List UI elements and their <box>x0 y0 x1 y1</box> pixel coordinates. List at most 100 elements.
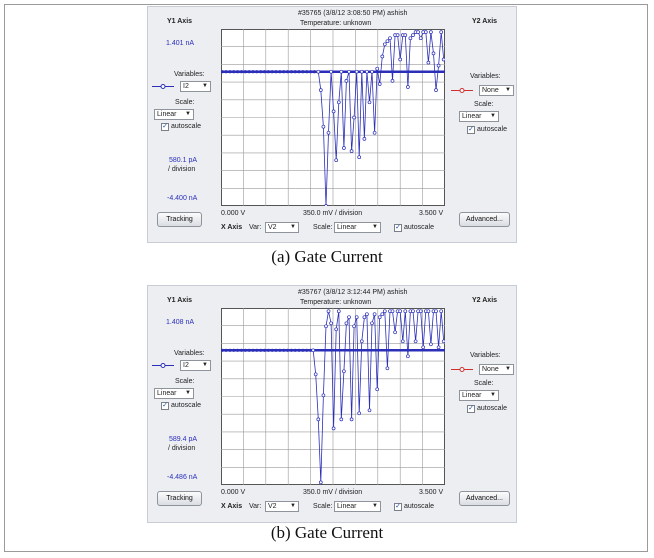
data-point <box>316 417 321 422</box>
y2-variable-select[interactable]: None ▼ <box>479 364 514 375</box>
data-point <box>362 137 367 141</box>
y1-division-label: / division <box>168 166 196 173</box>
tracking-button[interactable]: Tracking <box>157 491 202 506</box>
y2-scale-select[interactable]: Linear ▼ <box>459 390 499 401</box>
baseline-marker <box>255 348 259 352</box>
baseline-marker <box>220 348 224 352</box>
chevron-down-icon: ▼ <box>202 83 208 89</box>
baseline-marker <box>286 70 290 74</box>
x-var-select[interactable]: V2 ▼ <box>265 501 299 512</box>
data-point <box>334 327 339 332</box>
data-point <box>408 36 413 41</box>
data-point <box>416 30 420 34</box>
y2-autoscale-checkbox[interactable]: ✓ <box>467 126 475 134</box>
data-point <box>326 130 331 135</box>
x-scale-select[interactable]: Linear ▼ <box>334 501 381 512</box>
y2-autoscale-label: autoscale <box>477 126 507 133</box>
baseline-marker <box>301 348 305 352</box>
data-point <box>400 339 405 344</box>
baseline-marker <box>259 70 263 74</box>
data-point <box>398 57 403 62</box>
y2-variable-select[interactable]: None ▼ <box>479 85 514 96</box>
tracking-button[interactable]: Tracking <box>157 212 202 227</box>
x-min-value: 0.000 V <box>221 210 246 217</box>
baseline-marker <box>312 70 316 74</box>
y2-autoscale-checkbox[interactable]: ✓ <box>467 405 475 413</box>
y1-autoscale-checkbox[interactable]: ✓ <box>161 402 169 410</box>
x-var-select[interactable]: V2 ▼ <box>265 222 299 233</box>
baseline-marker <box>309 348 313 352</box>
data-point <box>362 315 367 320</box>
baseline-marker <box>286 348 290 352</box>
data-point <box>403 33 408 37</box>
advanced-button[interactable]: Advanced... <box>459 491 510 506</box>
figure-frame <box>4 4 648 552</box>
baseline-marker <box>266 348 270 352</box>
data-point <box>329 321 333 326</box>
data-point <box>347 69 351 74</box>
baseline-marker <box>301 70 305 74</box>
x-var-label: Var: <box>249 503 262 510</box>
x-per-division-value: 350.0 mV / division <box>303 489 363 496</box>
data-point <box>375 66 380 71</box>
baseline-marker <box>224 348 228 352</box>
data-point <box>357 155 362 160</box>
baseline-marker <box>274 70 278 74</box>
y1-variable-select[interactable]: I2 ▼ <box>180 81 211 92</box>
data-point <box>439 30 444 34</box>
y1-division-label: / division <box>168 445 196 452</box>
x-scale-select[interactable]: Linear ▼ <box>334 222 381 233</box>
y1-variable-select[interactable]: I2 ▼ <box>180 360 211 371</box>
x-autoscale-checkbox[interactable]: ✓ <box>394 224 402 232</box>
data-point <box>326 309 331 314</box>
baseline-marker <box>247 348 251 352</box>
data-point <box>372 130 377 135</box>
data-point <box>377 315 382 320</box>
y1-autoscale-checkbox[interactable]: ✓ <box>161 123 169 131</box>
data-point <box>388 36 392 41</box>
data-point <box>441 57 446 62</box>
x-autoscale-label: autoscale <box>404 503 434 510</box>
baseline-marker <box>255 70 259 74</box>
y1-scale-select[interactable]: Linear ▼ <box>154 388 194 399</box>
baseline-marker <box>228 70 232 74</box>
data-point <box>365 69 369 74</box>
x-autoscale-checkbox[interactable]: ✓ <box>394 503 402 511</box>
data-point <box>439 309 444 314</box>
data-point <box>382 42 387 47</box>
chevron-down-icon: ▼ <box>290 503 296 509</box>
y1-scale-select[interactable]: Linear ▼ <box>154 109 194 120</box>
data-point <box>382 309 387 314</box>
y1-scale-label: Scale: <box>175 99 195 106</box>
data-point <box>316 69 321 74</box>
x-min-value: 0.000 V <box>221 489 246 496</box>
data-point <box>367 408 372 413</box>
y2-axis-title: Y2 Axis <box>472 297 498 304</box>
y2-scale-value: Linear <box>462 392 482 399</box>
baseline-marker <box>305 70 309 74</box>
data-point <box>349 417 354 422</box>
baseline-marker <box>270 348 274 352</box>
figure-caption-a: (a) Gate Current <box>271 247 383 266</box>
x-per-division-value: 350.0 mV / division <box>303 210 363 217</box>
baseline-marker <box>239 348 244 352</box>
chevron-down-icon: ▼ <box>505 87 511 93</box>
y1-autoscale-label: autoscale <box>171 402 201 409</box>
y2-variable-value: None <box>482 366 499 373</box>
temperature-label: Temperature: unknown <box>300 299 372 306</box>
y1-variables-label: Variables: <box>174 71 205 78</box>
y1-top-value: 1.408 nA <box>166 319 195 326</box>
data-point <box>344 79 349 83</box>
y1-scale-value: Linear <box>157 111 177 118</box>
baseline-marker <box>232 70 236 74</box>
y2-scale-select[interactable]: Linear ▼ <box>459 111 499 122</box>
data-point <box>336 309 341 314</box>
advanced-button[interactable]: Advanced... <box>459 212 510 227</box>
data-point <box>313 372 318 377</box>
data-point <box>342 146 346 150</box>
data-point <box>339 417 344 422</box>
y2-scale-label: Scale: <box>474 101 494 108</box>
chevron-down-icon: ▼ <box>185 390 191 396</box>
baseline-marker <box>282 70 286 74</box>
y2-variables-label: Variables: <box>470 73 501 80</box>
